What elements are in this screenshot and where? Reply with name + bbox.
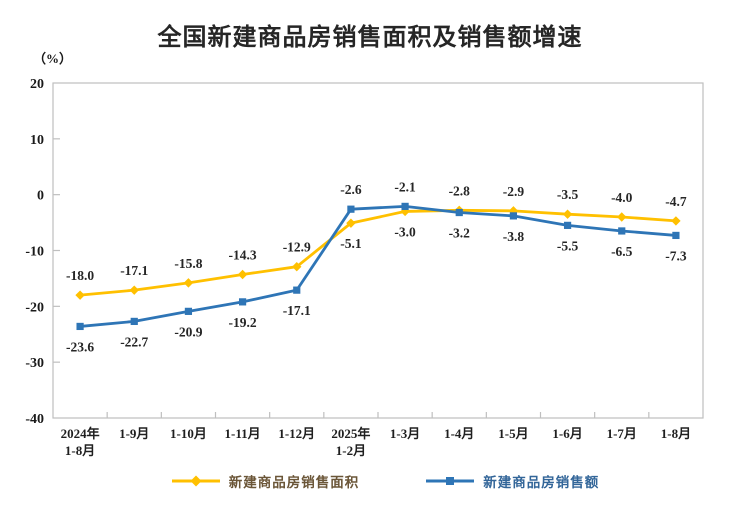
- y-tick-label: 0: [37, 189, 44, 204]
- chart-legend: 新建商品房销售面积 新建商品房销售额: [0, 471, 740, 491]
- data-label: -2.9: [503, 184, 525, 199]
- data-label: -22.7: [120, 334, 148, 349]
- data-label: -19.2: [229, 315, 257, 330]
- data-point-marker: [618, 227, 626, 235]
- x-tick-label: 1-10月: [170, 426, 207, 441]
- data-point-marker: [183, 278, 194, 288]
- y-axis-unit-label: （%）: [33, 51, 73, 66]
- legend-item-sales-amount: 新建商品房销售额: [425, 471, 599, 491]
- data-point-marker: [672, 231, 680, 240]
- legend-item-sales-area: 新建商品房销售面积: [171, 471, 360, 491]
- data-point-marker: [508, 206, 519, 216]
- x-tick-label: 1-4月: [444, 426, 474, 441]
- series-line-1: [79, 204, 677, 328]
- x-tick-label: 1-11月: [225, 426, 261, 441]
- data-label: -7.3: [665, 248, 687, 263]
- data-label: -12.9: [283, 240, 311, 255]
- series-0: [75, 205, 681, 300]
- data-point-marker: [563, 221, 572, 229]
- y-tick-label: -20: [25, 300, 44, 315]
- data-point-marker: [76, 322, 84, 331]
- data-point-marker: [509, 212, 518, 220]
- y-axis: 20 10 0 -10 -20 -30 -40: [25, 77, 60, 427]
- sales-area-line-icon: [171, 475, 220, 487]
- legend-label-sales-amount: 新建商品房销售额: [483, 475, 600, 490]
- data-label: -3.0: [394, 224, 416, 239]
- y-tick-label: -10: [25, 245, 44, 260]
- data-label: -20.9: [174, 324, 202, 339]
- data-label: -14.3: [229, 248, 257, 263]
- data-label: -15.8: [174, 256, 202, 271]
- data-point-marker: [346, 218, 356, 228]
- x-tick-label: 1-12月: [278, 426, 315, 441]
- data-label: -18.0: [66, 268, 94, 283]
- data-point-marker: [129, 285, 139, 295]
- data-point-marker: [184, 307, 193, 315]
- data-point-marker: [671, 216, 681, 226]
- data-label: -2.6: [340, 182, 362, 197]
- legend-label-sales-area: 新建商品房销售面积: [228, 475, 360, 490]
- x-tick-label: 1-5月: [498, 426, 528, 441]
- data-point-marker: [455, 208, 463, 217]
- x-tick-label: 2025年: [331, 426, 370, 441]
- x-tick-label: 1-8月: [661, 426, 691, 441]
- x-tick-label: 1-2月: [336, 443, 366, 458]
- series-1: [76, 202, 680, 331]
- data-point-marker: [130, 317, 138, 326]
- sales-amount-line-icon: [426, 477, 475, 485]
- data-point-marker: [75, 290, 85, 300]
- data-label: -23.6: [66, 339, 94, 354]
- data-point-marker: [292, 261, 302, 272]
- chart-title: 全国新建商品房销售面积及销售额增速: [157, 24, 583, 51]
- line-chart-canvas: 20 10 0 -10 -20 -30 -40 2024年 1-8月 1-9月 1-10月 1-11月…: [25, 77, 704, 458]
- data-point-marker: [293, 286, 301, 294]
- data-labels: -18.0 -23.6 -17.1 -22.7 -15.8 -20.9 -14.3 -19.2…: [66, 179, 687, 354]
- x-tick-label: 1-7月: [607, 426, 637, 441]
- x-tick-label: 2024年: [61, 426, 100, 441]
- data-label: -17.1: [120, 263, 148, 278]
- x-tick-label: 1-8月: [65, 443, 95, 458]
- data-label: -5.1: [340, 236, 362, 251]
- data-label: -3.5: [557, 187, 579, 202]
- data-label: -4.0: [611, 190, 633, 205]
- plot-border: [52, 82, 704, 419]
- data-label: -2.1: [394, 179, 416, 194]
- x-tick-label: 1-9月: [119, 426, 149, 441]
- data-label: -2.8: [449, 183, 471, 198]
- data-point-marker: [347, 205, 355, 213]
- data-label: -6.5: [611, 244, 633, 259]
- data-label: -3.2: [449, 226, 471, 241]
- series-line-0: [79, 208, 677, 297]
- data-point-marker: [238, 298, 247, 306]
- data-label: -17.1: [283, 303, 311, 318]
- data-point-marker: [401, 202, 409, 210]
- y-tick-label: 10: [30, 133, 44, 148]
- y-tick-label: -30: [25, 356, 44, 371]
- data-point-marker: [617, 212, 627, 222]
- x-tick-label: 1-3月: [390, 426, 420, 441]
- x-axis: 2024年 1-8月 1-9月 1-10月 1-11月 1-12月 2025年 1-2月 1-3…: [61, 412, 691, 458]
- data-label: -5.5: [557, 238, 579, 253]
- data-label: -4.7: [665, 194, 687, 209]
- data-point-marker: [237, 269, 248, 280]
- data-label: -3.8: [503, 229, 525, 244]
- y-tick-label: 20: [30, 77, 44, 92]
- y-tick-label: -40: [25, 412, 44, 427]
- x-tick-label: 1-6月: [552, 426, 582, 441]
- data-point-marker: [562, 209, 573, 219]
